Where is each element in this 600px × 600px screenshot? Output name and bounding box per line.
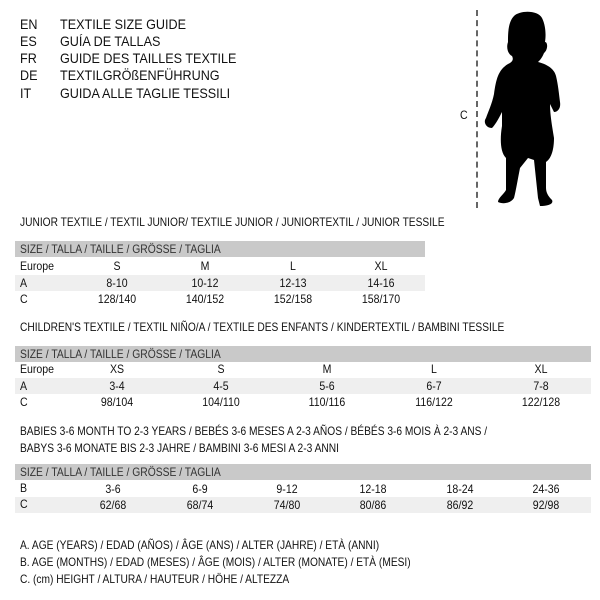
junior-title: JUNIOR TEXTILE / TEXTIL JUNIOR/ TEXTILE … (20, 215, 445, 229)
cell: 98/104 (100, 395, 134, 409)
lang-title-es: GUÍA DE TALLAS (60, 33, 161, 49)
cell: 8-10 (106, 276, 128, 290)
height-measure-line (476, 10, 478, 208)
cell: S (113, 259, 121, 273)
cell: 116/122 (415, 395, 453, 409)
lang-code-de: DE (20, 67, 38, 83)
cell: 74/80 (273, 498, 301, 512)
cell: 6-7 (426, 379, 442, 393)
cell: 62/68 (99, 498, 127, 512)
size-header-text: SIZE / TALLA / TAILLE / GRÖSSE / TAGLIA (20, 242, 221, 256)
lang-code-it: IT (20, 85, 32, 101)
cell: 122/128 (521, 395, 561, 409)
children-title: CHILDREN'S TEXTILE / TEXTIL NIÑO/A / TEX… (20, 320, 505, 334)
cell: 24-36 (532, 482, 560, 496)
cell: 14-16 (367, 276, 395, 290)
lang-title-de: TEXTILGRÖßENFÜHRUNG (60, 67, 220, 83)
cell: 128/140 (97, 292, 137, 306)
babies-size-header: SIZE / TALLA / TAILLE / GRÖSSE / TAGLIA (15, 464, 591, 480)
cell: L (431, 362, 437, 376)
row-label: C (20, 395, 28, 409)
cell: 4-5 (213, 379, 229, 393)
lang-code-fr: FR (20, 50, 37, 66)
lang-code-en: EN (20, 16, 38, 32)
row-label: Europe (20, 259, 55, 273)
row-label: B (20, 481, 28, 495)
cell: 158/170 (361, 292, 401, 306)
cell: 7-8 (533, 379, 549, 393)
children-size-header: SIZE / TALLA / TAILLE / GRÖSSE / TAGLIA (15, 346, 591, 362)
row-label: Europe (20, 362, 55, 376)
cell: S (217, 362, 225, 376)
cell: 5-6 (319, 379, 335, 393)
junior-size-header: SIZE / TALLA / TAILLE / GRÖSSE / TAGLIA (15, 241, 425, 257)
cell: L (290, 259, 296, 273)
lang-title-en: TEXTILE SIZE GUIDE (60, 16, 187, 32)
cell: 68/74 (186, 498, 214, 512)
babies-row-bg (15, 497, 591, 513)
babies-title-line2: BABYS 3-6 MONATE BIS 2-3 JAHRE / BAMBINI… (20, 441, 339, 455)
cell: 10-12 (191, 276, 219, 290)
row-label: C (20, 497, 28, 511)
cell: 3-6 (105, 482, 121, 496)
cell: 110/116 (308, 395, 346, 409)
cell: 6-9 (192, 482, 208, 496)
cell: XS (109, 362, 125, 376)
babies-title-line1: BABIES 3-6 MONTH TO 2-3 YEARS / BEBÉS 3-… (20, 424, 488, 438)
legend-a: A. AGE (YEARS) / EDAD (AÑOS) / ÂGE (ANS)… (20, 538, 380, 552)
lang-title-it: GUIDA ALLE TAGLIE TESSILI (60, 85, 231, 101)
cell: 86/92 (446, 498, 474, 512)
lang-title-fr: GUIDE DES TAILLES TEXTILE (60, 50, 237, 66)
cell: 140/152 (185, 292, 225, 306)
cell: 80/86 (359, 498, 387, 512)
cell: 92/98 (532, 498, 560, 512)
size-header-text: SIZE / TALLA / TAILLE / GRÖSSE / TAGLIA (20, 465, 221, 479)
size-header-text: SIZE / TALLA / TAILLE / GRÖSSE / TAGLIA (20, 347, 221, 361)
legend-b: B. AGE (MONTHS) / EDAD (MESES) / ÂGE (MO… (20, 555, 411, 569)
cell: M (322, 362, 332, 376)
cell: XL (534, 362, 548, 376)
row-label: A (20, 276, 28, 290)
cell: 18-24 (446, 482, 474, 496)
lang-code-es: ES (20, 33, 37, 49)
row-label: A (20, 379, 28, 393)
cell: XL (374, 259, 388, 273)
height-label: C (460, 108, 468, 122)
cell: 104/110 (202, 395, 240, 409)
cell: M (200, 259, 210, 273)
cell: 12-18 (359, 482, 387, 496)
cell: 3-4 (109, 379, 125, 393)
legend-c: C. (cm) HEIGHT / ALTURA / HAUTEUR / HÖHE… (20, 572, 290, 586)
cell: 12-13 (279, 276, 307, 290)
row-label: C (20, 292, 28, 306)
children-row-bg (15, 378, 591, 394)
child-silhouette-icon (484, 11, 561, 206)
cell: 152/158 (273, 292, 313, 306)
cell: 9-12 (276, 482, 298, 496)
junior-row-bg (15, 275, 425, 291)
